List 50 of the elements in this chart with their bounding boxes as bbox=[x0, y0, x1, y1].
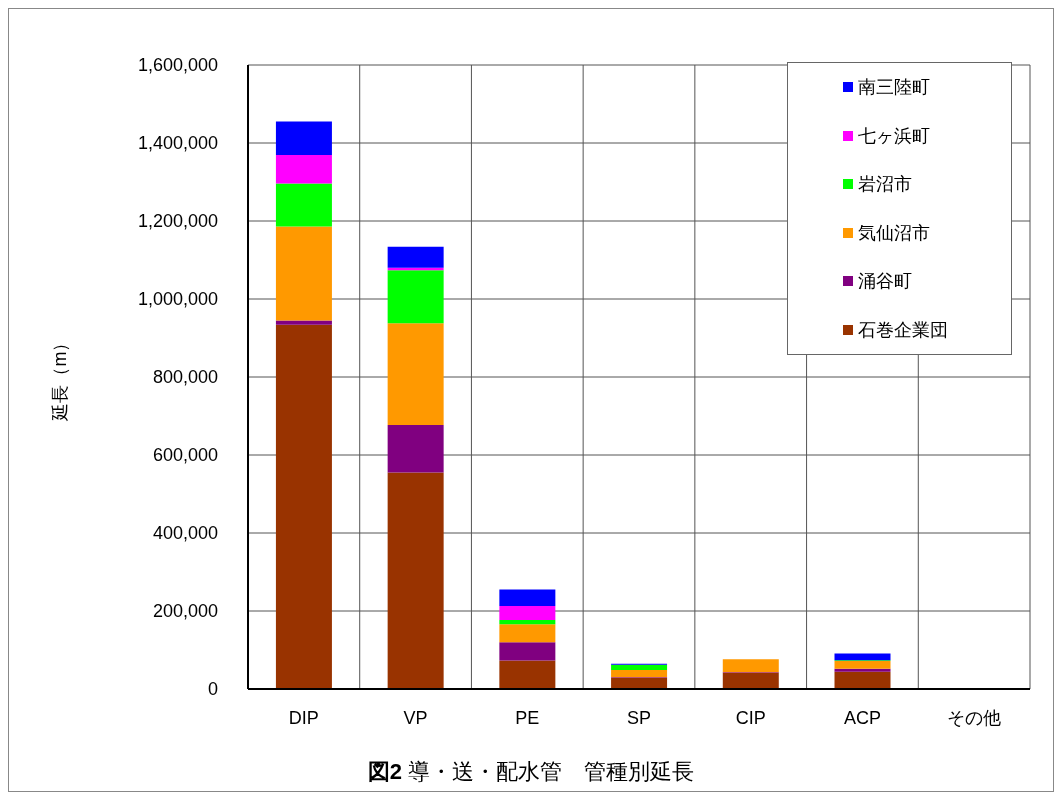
bar bbox=[275, 226, 332, 321]
y-tick-label: 800,000 bbox=[152, 367, 218, 388]
bar bbox=[834, 671, 891, 689]
y-tick-label: 1,200,000 bbox=[137, 211, 218, 232]
bar bbox=[722, 659, 779, 673]
bar bbox=[834, 660, 891, 669]
y-tick-label: 400,000 bbox=[152, 523, 218, 544]
bar bbox=[499, 660, 556, 689]
y-tick-label: 1,000,000 bbox=[137, 289, 218, 310]
legend-label: 涌谷町 bbox=[858, 270, 912, 294]
x-tick-label: SP bbox=[626, 707, 652, 728]
bar bbox=[611, 669, 668, 678]
bar bbox=[275, 155, 332, 184]
bar bbox=[499, 619, 556, 625]
bar bbox=[387, 246, 444, 268]
y-tick-label: 200,000 bbox=[152, 601, 218, 622]
bar bbox=[499, 624, 556, 643]
legend-label: 石巻企業団 bbox=[858, 318, 948, 342]
y-axis-title: 延長（m） bbox=[49, 333, 71, 421]
x-tick-label: DIP bbox=[288, 707, 319, 728]
x-tick-label: その他 bbox=[947, 707, 1002, 728]
bar bbox=[387, 424, 444, 473]
bar bbox=[834, 668, 891, 672]
bar bbox=[611, 678, 668, 689]
bar bbox=[387, 472, 444, 689]
bar bbox=[275, 324, 332, 689]
y-tick-label: 0 bbox=[207, 679, 218, 700]
bar bbox=[499, 589, 556, 606]
bar bbox=[499, 642, 556, 661]
bar bbox=[834, 653, 891, 661]
legend-label: 南三陸町 bbox=[858, 76, 930, 100]
y-tick-label: 600,000 bbox=[152, 445, 218, 466]
x-tick-label: PE bbox=[515, 707, 540, 728]
x-tick-label: VP bbox=[403, 707, 428, 728]
bar bbox=[275, 121, 332, 156]
bar bbox=[275, 183, 332, 227]
bar bbox=[611, 664, 668, 670]
y-tick-label: 1,400,000 bbox=[137, 133, 218, 154]
bar bbox=[387, 270, 444, 324]
legend-label: 七ヶ浜町 bbox=[858, 124, 930, 148]
y-tick-label: 1,600,000 bbox=[137, 55, 218, 76]
x-tick-label: CIP bbox=[735, 707, 766, 728]
bar bbox=[722, 673, 779, 689]
bar bbox=[499, 605, 556, 620]
bar bbox=[387, 323, 444, 425]
legend-label: 気仙沼市 bbox=[858, 221, 930, 245]
text: 図2 導・送・配水管 管種別延長 bbox=[366, 758, 696, 786]
legend-label: 岩沼市 bbox=[858, 173, 912, 197]
bar bbox=[275, 320, 332, 325]
x-tick-label: ACP bbox=[843, 707, 881, 728]
